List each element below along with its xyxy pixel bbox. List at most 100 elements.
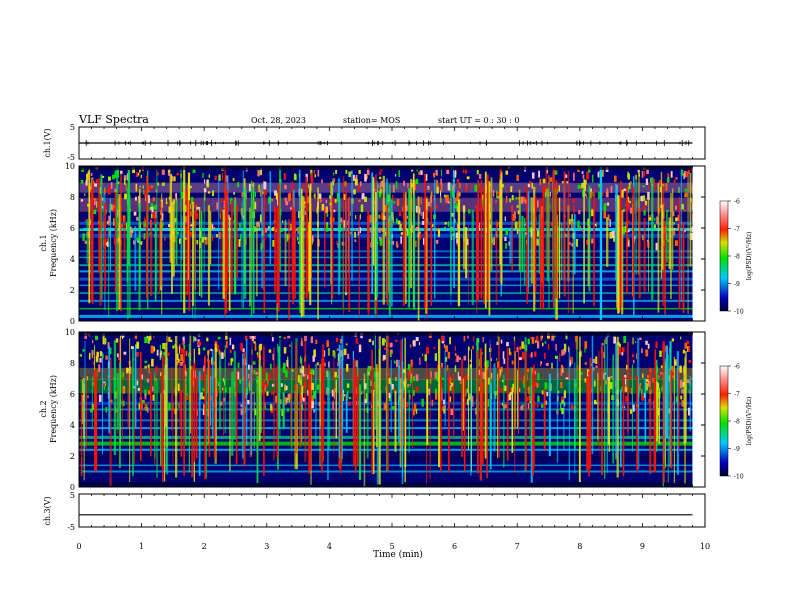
spectrogram-speckle xyxy=(96,351,99,358)
spectrogram-speckle xyxy=(331,181,334,186)
spectrogram-speckle xyxy=(468,346,470,351)
spectrogram-speckle xyxy=(168,402,171,411)
spectrogram-spike xyxy=(243,351,246,467)
spectrogram-speckle xyxy=(348,231,352,235)
spectrogram-speckle xyxy=(167,169,171,176)
spectrogram-speckle xyxy=(339,224,342,232)
spectrogram-speckle xyxy=(654,217,656,221)
spectrogram-speckle xyxy=(501,380,504,383)
spectrogram-speckle xyxy=(492,190,495,197)
spectrogram-speckle xyxy=(542,342,544,347)
spectrogram-speckle xyxy=(185,192,187,199)
spectrogram-speckle xyxy=(467,334,469,339)
spectrogram-spike xyxy=(241,353,244,459)
spectrogram-speckle xyxy=(661,387,663,391)
spectrogram-speckle xyxy=(344,181,347,187)
spectrogram-spike xyxy=(134,346,137,429)
spectrogram-speckle xyxy=(132,386,136,389)
spectrogram-speckle xyxy=(346,363,349,372)
spectrogram-speckle xyxy=(135,183,138,192)
spectrogram-speckle xyxy=(283,337,286,340)
spectrogram-speckle xyxy=(573,172,575,181)
spectrogram-speckle xyxy=(627,196,629,202)
spectrogram-strong-event xyxy=(670,370,673,469)
spectrogram-speckle xyxy=(177,358,180,363)
spectrogram-speckle xyxy=(444,194,446,198)
spectrogram-speckle xyxy=(232,344,235,350)
spectrogram-speckle xyxy=(564,390,566,398)
ytick-label: 6 xyxy=(70,224,75,233)
spectrogram-speckle xyxy=(284,384,286,392)
spectrogram-spike xyxy=(228,217,231,311)
spectrogram-spike xyxy=(203,196,205,273)
spectrogram-spike xyxy=(546,188,549,282)
spectrogram-speckle xyxy=(420,211,422,217)
spectrogram-speckle xyxy=(419,357,421,365)
spectrogram-speckle xyxy=(665,233,667,240)
spectrogram-spike xyxy=(408,389,410,453)
spectrogram-speckle xyxy=(529,400,532,404)
spectrogram-speckle xyxy=(623,188,627,191)
spectrogram-speckle xyxy=(79,354,82,357)
spectrogram-speckle xyxy=(383,204,387,212)
spectrogram-speckle xyxy=(444,222,448,225)
spectrogram-strong-event xyxy=(91,179,94,304)
spectrogram-speckle xyxy=(643,204,646,211)
spectrogram-speckle xyxy=(151,358,154,367)
spectrogram-speckle xyxy=(232,178,235,182)
ch3-waveform-panel: 5 -5 ch.3(V) xyxy=(43,491,706,532)
spectrogram-speckle xyxy=(181,191,185,199)
spectrogram-speckle xyxy=(264,402,266,407)
spectrogram-speckle xyxy=(396,199,400,206)
spectrogram-band xyxy=(79,367,693,380)
spectrogram-spike xyxy=(426,210,428,319)
spectrogram-spike xyxy=(363,373,366,487)
spectrogram-speckle xyxy=(302,374,306,377)
spectrogram-spike xyxy=(676,351,679,475)
spectrogram-speckle xyxy=(245,193,247,200)
spectrogram-speckle xyxy=(598,183,601,188)
spectrogram-speckle xyxy=(586,195,588,199)
spectrogram-speckle xyxy=(377,184,380,188)
spectrogram-speckle xyxy=(445,195,449,203)
spectrogram-speckle xyxy=(285,201,289,206)
spectrogram-speckle xyxy=(108,215,111,224)
spectrogram-speckle xyxy=(244,393,247,398)
spectrogram-speckle xyxy=(621,189,624,198)
spectrogram-spike xyxy=(324,208,326,288)
spectrogram-speckle xyxy=(170,175,174,182)
spectrogram-speckle xyxy=(365,393,368,401)
spectrogram-speckle xyxy=(336,348,339,351)
spectrogram-speckle xyxy=(204,179,206,184)
spectrogram-speckle xyxy=(642,234,644,241)
spectrogram-strong-event xyxy=(348,196,351,312)
spectrogram-speckle xyxy=(464,169,467,174)
spectrogram-speckle xyxy=(454,365,457,372)
spectrogram-spike xyxy=(601,346,604,475)
spectrogram-speckle xyxy=(247,400,250,405)
spectrogram-band xyxy=(79,441,693,446)
ch1-colorbar-label: log(PSD)(V²/Hz) xyxy=(746,232,753,281)
spectrogram-speckle xyxy=(481,194,484,200)
spectrogram-speckle xyxy=(80,180,84,184)
spectrogram-speckle xyxy=(384,347,387,350)
spectrogram-speckle xyxy=(388,377,391,384)
spectrogram-speckle xyxy=(182,340,185,346)
spectrogram-speckle xyxy=(531,182,533,189)
spectrogram-speckle xyxy=(410,373,413,379)
spectrogram-spike xyxy=(224,345,226,434)
spectrogram-speckle xyxy=(213,226,215,230)
spectrogram-strong-event xyxy=(339,368,342,474)
spectrogram-speckle xyxy=(684,229,686,233)
spectrogram-speckle xyxy=(595,365,598,368)
colorbar-tick-label: -8 xyxy=(734,419,740,426)
spectrogram-speckle xyxy=(98,394,102,402)
spectrogram-speckle xyxy=(686,171,689,177)
spectrogram-strong-event xyxy=(386,204,389,306)
spectrogram-spike xyxy=(530,197,533,284)
spectrogram-speckle xyxy=(98,364,101,372)
spectrogram-speckle xyxy=(584,348,586,353)
spectrogram-spike xyxy=(673,356,675,483)
spectrogram-speckle xyxy=(516,346,518,353)
spectrogram-speckle xyxy=(407,183,409,188)
